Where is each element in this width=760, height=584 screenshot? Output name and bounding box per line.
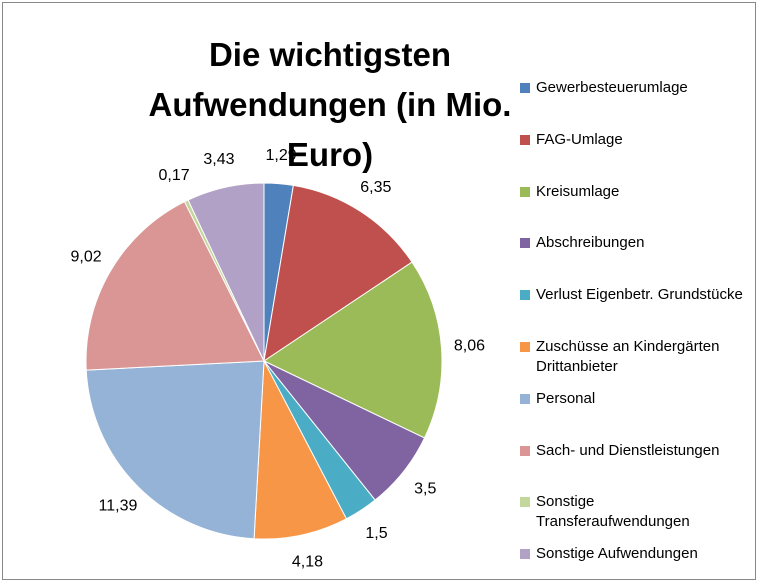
legend-label: Sach- und Dienstleistungen — [536, 441, 720, 459]
legend-item: Kreisumlage — [520, 182, 750, 202]
legend-item: Sonstige Aufwendungen — [520, 544, 750, 564]
data-label: 8,06 — [454, 338, 485, 355]
data-label: 1,29 — [265, 147, 296, 164]
legend-label: Sonstige Aufwendungen — [536, 545, 698, 563]
legend-item: Verlust Eigenbetr. Grundstücke — [520, 285, 750, 305]
legend-label: Sonstige Transferaufwendungen — [536, 493, 690, 531]
legend-item: Abschreibungen — [520, 233, 750, 253]
legend-swatch — [520, 186, 530, 197]
data-label: 3,43 — [203, 151, 234, 168]
data-label: 3,5 — [414, 480, 436, 497]
legend-swatch — [520, 497, 530, 508]
legend-label: Zuschüsse an Kindergärten Drittanbieter — [536, 338, 720, 375]
legend-item: Sonstige Transferaufwendungen — [520, 492, 750, 532]
legend-label: Gewerbesteuerumlage — [536, 79, 688, 96]
legend-swatch — [520, 342, 530, 352]
data-label: 11,39 — [99, 498, 138, 515]
legend-item: Sach- und Dienstleistungen — [520, 441, 750, 461]
legend-item: Personal — [520, 389, 750, 409]
legend-label: FAG-Umlage — [536, 130, 623, 148]
legend-label: Personal — [536, 389, 596, 407]
data-label: 1,5 — [365, 525, 387, 542]
legend-label: Kreisumlage — [536, 182, 620, 200]
pie-slice — [262, 261, 443, 439]
chart-title: Die wichtigsten Aufwendungen (in Mio. Eu… — [148, 36, 512, 173]
legend-swatch — [520, 445, 530, 456]
legend-item: Zuschüsse an Kindergärten Drittanbieter — [520, 337, 750, 377]
legend-swatch — [520, 549, 530, 560]
pie-slice — [187, 182, 265, 362]
legend-swatch — [520, 393, 530, 404]
data-label: 4,18 — [292, 554, 323, 571]
legend-label: Abschreibungen — [536, 234, 645, 252]
pie-slice — [85, 201, 265, 371]
data-label: 0,17 — [159, 167, 190, 184]
legend-swatch — [520, 290, 530, 301]
pie-slice — [263, 184, 413, 363]
legend-swatch — [520, 134, 530, 145]
legend-item: Gewerbesteuerumlage — [520, 78, 750, 98]
legend-swatch — [520, 238, 530, 249]
data-label: 9,02 — [71, 248, 102, 265]
legend-item: FAG-Umlage — [520, 130, 750, 150]
legend-swatch — [520, 83, 530, 93]
legend-label: Verlust Eigenbetr. Grundstücke — [536, 286, 743, 304]
data-label: 6,35 — [360, 179, 391, 196]
pie-slice — [253, 359, 348, 540]
pie-slice — [85, 360, 265, 540]
